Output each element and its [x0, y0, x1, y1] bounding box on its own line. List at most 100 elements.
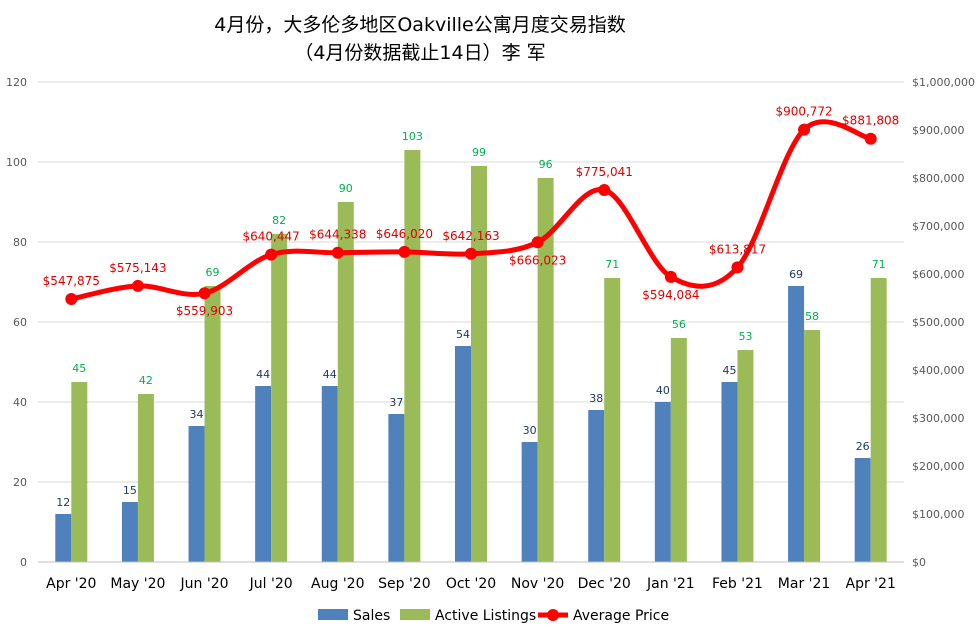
active-listings-bar — [337, 202, 354, 562]
sales-bar — [188, 426, 205, 562]
active-listings-value-label: 56 — [672, 318, 686, 331]
average-price-label: $594,084 — [642, 288, 699, 302]
x-tick-label: Sep '20 — [378, 576, 431, 592]
active-listings-value-label: 96 — [539, 158, 553, 171]
sales-value-label: 12 — [56, 496, 70, 509]
x-tick-label: Aug '20 — [311, 576, 364, 592]
active-listings-value-label: 71 — [605, 258, 619, 271]
right-axis: $0 $100,000 $200,000 $300,000 $400,000 $500,0… — [912, 76, 975, 569]
x-tick-label: Dec '20 — [578, 576, 631, 592]
sales-value-label: 15 — [123, 484, 137, 497]
average-price-point — [664, 270, 677, 283]
legend-active-listings-label: Active Listings — [435, 608, 536, 624]
sales-value-label: 69 — [789, 268, 803, 281]
average-price-label: $775,041 — [576, 165, 633, 179]
average-price-label: $547,875 — [43, 274, 100, 288]
legend-active-listings-swatch — [400, 609, 430, 620]
right-tick-label: $600,000 — [912, 268, 965, 281]
sales-bar — [321, 386, 338, 562]
x-tick-label: Apr '20 — [46, 576, 96, 592]
average-price-point — [465, 247, 477, 260]
chart-title-group: 4月份，大多伦多地区Oakville公寓月度交易指数 （4月份数据截止14日）李… — [214, 14, 625, 64]
sales-value-label: 30 — [523, 424, 537, 437]
active-listings-bar — [271, 234, 288, 562]
average-price-point — [198, 287, 211, 300]
average-price-point — [598, 183, 611, 196]
active-listings-value-label: 69 — [206, 266, 220, 279]
legend-sales-swatch — [318, 609, 348, 620]
sales-value-label: 38 — [589, 392, 603, 405]
active-listings-bar — [804, 330, 821, 562]
average-price-label: $613,817 — [709, 242, 766, 256]
average-price-point — [731, 261, 744, 274]
average-price-label: $881,808 — [842, 114, 899, 128]
x-tick-label: Jan '21 — [646, 576, 695, 592]
average-price-label: $666,023 — [509, 253, 566, 267]
average-price-label: $575,143 — [109, 261, 166, 275]
active-listings-bar — [604, 278, 621, 562]
sales-value-label: 37 — [389, 396, 403, 409]
left-tick-label: 20 — [13, 476, 27, 489]
average-price-point — [531, 236, 544, 249]
right-tick-label: $900,000 — [912, 124, 965, 137]
right-tick-label: $100,000 — [912, 508, 965, 521]
right-tick-label: $1,000,000 — [912, 76, 975, 89]
sales-bar — [388, 414, 405, 562]
legend: Sales Active Listings Average Price — [318, 608, 669, 624]
right-tick-label: $300,000 — [912, 412, 965, 425]
sales-value-label: 34 — [190, 408, 204, 421]
active-listings-value-label: 90 — [339, 182, 353, 195]
active-listings-bar — [71, 382, 88, 562]
average-price-label: $900,772 — [775, 105, 832, 119]
x-tick-label: May '20 — [110, 576, 165, 592]
left-tick-label: 40 — [13, 396, 27, 409]
active-listings-bar — [404, 150, 421, 562]
average-price-point — [398, 245, 411, 258]
average-price-point — [65, 293, 78, 306]
x-axis: Apr '20 May '20 Jun '20 Jul '20 Aug '20 Sep '… — [38, 561, 904, 592]
sales-bar — [121, 502, 138, 562]
sales-value-label: 54 — [456, 328, 470, 341]
average-price-point — [265, 248, 278, 261]
sales-bar — [788, 286, 805, 562]
legend-average-price-marker — [547, 609, 559, 621]
x-tick-label: Feb '21 — [712, 576, 763, 592]
average-price-label: $642,163 — [442, 229, 499, 243]
right-tick-label: $500,000 — [912, 316, 965, 329]
chart-title: 4月份，大多伦多地区Oakville公寓月度交易指数 — [214, 14, 625, 36]
sales-value-label: 40 — [656, 384, 670, 397]
left-tick-label: 0 — [20, 556, 27, 569]
active-listings-bar — [737, 350, 754, 562]
left-axis: 0 20 40 60 80 100 120 — [6, 76, 27, 569]
sales-value-label: 44 — [323, 368, 337, 381]
legend-sales-label: Sales — [353, 608, 390, 624]
average-price-label: $644,338 — [309, 228, 366, 242]
active-listings-bar — [204, 286, 221, 562]
active-listings-bar — [137, 394, 154, 562]
active-listings-value-label: 82 — [272, 214, 286, 227]
active-listings-bar — [670, 338, 687, 562]
x-tick-label: Apr '21 — [846, 576, 896, 592]
x-tick-label: Jul '20 — [249, 576, 293, 592]
active-listings-value-label: 42 — [139, 374, 153, 387]
sales-value-label: 26 — [856, 440, 870, 453]
x-tick-label: Mar '21 — [778, 576, 831, 592]
average-price-label: $640,447 — [243, 230, 300, 244]
active-listings-bar — [870, 278, 887, 562]
sales-bar — [854, 458, 871, 562]
x-tick-label: Oct '20 — [446, 576, 496, 592]
sales-bar — [721, 382, 738, 562]
legend-average-price-label: Average Price — [573, 608, 669, 624]
data-labels: 12 45 15 42 34 69 44 82 44 90 37 103 54 99 30 96 38 71 40 5… — [43, 105, 900, 509]
active-listings-value-label: 99 — [472, 146, 486, 159]
active-listings-value-label: 53 — [738, 330, 752, 343]
average-price-label: $646,020 — [376, 227, 433, 241]
x-tick-label: Jun '20 — [180, 576, 229, 592]
x-tick-label: Nov '20 — [511, 576, 564, 592]
left-tick-label: 60 — [13, 316, 27, 329]
right-tick-label: $800,000 — [912, 172, 965, 185]
sales-value-label: 44 — [256, 368, 270, 381]
left-tick-label: 100 — [6, 156, 27, 169]
sales-bar — [455, 346, 471, 562]
sales-value-label: 45 — [722, 364, 736, 377]
